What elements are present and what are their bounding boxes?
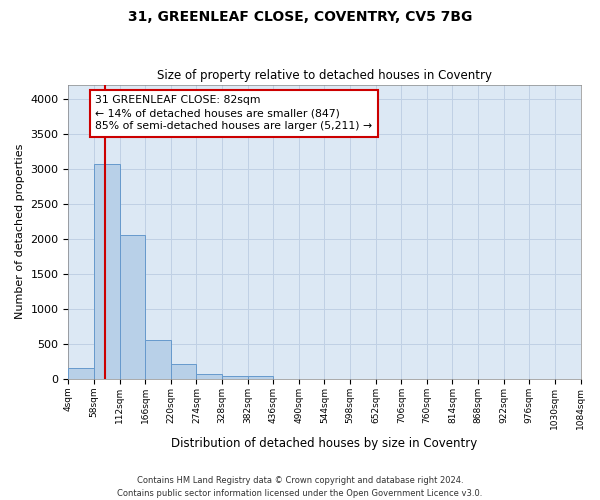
Bar [145, 340, 171, 379]
Bar [94, 164, 119, 379]
Y-axis label: Number of detached properties: Number of detached properties [15, 144, 25, 320]
Title: Size of property relative to detached houses in Coventry: Size of property relative to detached ho… [157, 69, 492, 82]
Bar [68, 368, 94, 379]
Text: Contains HM Land Registry data © Crown copyright and database right 2024.
Contai: Contains HM Land Registry data © Crown c… [118, 476, 482, 498]
Bar [171, 364, 196, 379]
Bar [119, 234, 145, 379]
Text: 31 GREENLEAF CLOSE: 82sqm
← 14% of detached houses are smaller (847)
85% of semi: 31 GREENLEAF CLOSE: 82sqm ← 14% of detac… [95, 95, 373, 132]
Bar [222, 376, 248, 379]
Bar [248, 376, 273, 379]
Bar [196, 374, 222, 379]
Text: 31, GREENLEAF CLOSE, COVENTRY, CV5 7BG: 31, GREENLEAF CLOSE, COVENTRY, CV5 7BG [128, 10, 472, 24]
X-axis label: Distribution of detached houses by size in Coventry: Distribution of detached houses by size … [172, 437, 478, 450]
